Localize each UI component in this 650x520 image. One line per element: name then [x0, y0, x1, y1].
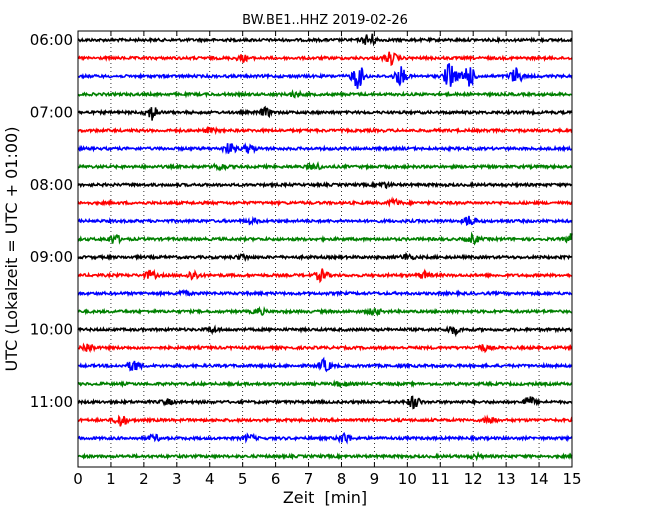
trace-0915 [77, 268, 573, 284]
trace-1100 [77, 395, 573, 410]
trace-0600 [77, 33, 573, 47]
x-tick-label: 3 [172, 470, 182, 488]
trace-1145 [77, 450, 573, 462]
x-tick-label: 2 [139, 470, 149, 488]
trace-1000 [77, 324, 573, 338]
trace-0930 [77, 289, 573, 298]
trace-0630 [77, 63, 573, 89]
x-axis-label: Zeit [min] [283, 488, 367, 507]
chart-title: BW.BE1..HHZ 2019-02-26 [242, 13, 408, 28]
x-tick-label: 6 [271, 470, 281, 488]
trace-0900 [77, 251, 573, 263]
x-tick-label: 4 [205, 470, 215, 488]
trace-0945 [77, 305, 572, 317]
y-tick-label: 10:00 [30, 321, 73, 339]
x-tick-label: 14 [530, 470, 549, 488]
y-tick-label: 09:00 [30, 248, 73, 266]
x-tick-label: 1 [106, 470, 116, 488]
x-tick-label: 13 [497, 470, 516, 488]
trace-0830 [77, 215, 573, 227]
x-tick-label: 7 [304, 470, 314, 488]
y-axis: 06:00 07:00 08:00 09:00 10:00 11:00 [30, 31, 572, 411]
trace-1030 [77, 356, 573, 373]
trace-0715 [77, 125, 573, 136]
x-tick-label: 5 [238, 470, 248, 488]
trace-0815 [77, 196, 573, 208]
trace-1130 [77, 431, 573, 445]
trace-layer [77, 33, 573, 462]
trace-0645 [77, 89, 573, 99]
trace-0845 [77, 231, 573, 246]
plot-frame [77, 30, 573, 468]
y-axis-label: UTC (Lokalzeit = UTC + 01:00) [2, 127, 21, 372]
x-tick-label: 10 [398, 470, 417, 488]
trace-0700 [77, 105, 573, 121]
x-tick-label: 12 [464, 470, 483, 488]
x-tick-label: 9 [370, 470, 380, 488]
trace-0745 [77, 160, 573, 172]
trace-1015 [77, 342, 573, 354]
trace-0615 [77, 51, 573, 67]
y-tick-label: 07:00 [30, 103, 73, 121]
y-tick-label: 11:00 [30, 393, 73, 411]
trace-0800 [77, 180, 573, 190]
y-tick-label: 06:00 [30, 31, 73, 49]
trace-1045 [77, 379, 573, 389]
x-tick-label: 0 [73, 470, 83, 488]
trace-1115 [77, 414, 573, 427]
x-tick-label: 11 [431, 470, 450, 488]
x-axis: 0 1 2 3 4 5 6 7 8 9 10 11 12 13 14 15 [73, 31, 582, 488]
trace-0730 [77, 142, 573, 155]
x-tick-label: 8 [337, 470, 347, 488]
x-tick-label: 15 [562, 470, 581, 488]
grid-layer [110, 31, 540, 467]
y-tick-label: 08:00 [30, 176, 73, 194]
